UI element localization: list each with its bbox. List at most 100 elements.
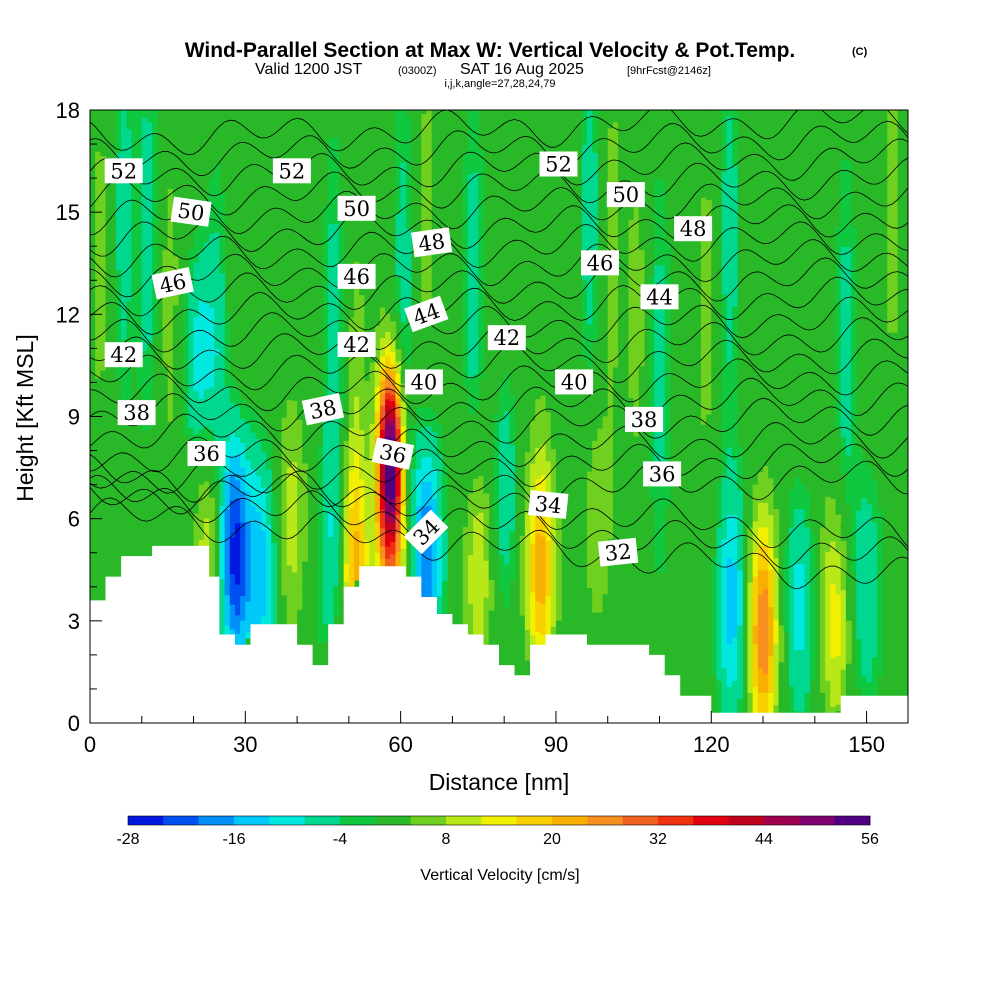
velocity-cell — [219, 401, 226, 408]
velocity-cell — [628, 250, 635, 258]
velocity-cell — [581, 512, 588, 519]
velocity-cell — [333, 487, 340, 494]
velocity-cell — [436, 478, 443, 486]
velocity-cell — [302, 370, 309, 378]
velocity-cell — [100, 327, 107, 334]
velocity-cell — [255, 444, 262, 452]
velocity-cell — [540, 474, 547, 482]
velocity-cell — [115, 140, 122, 148]
velocity-cell — [400, 468, 407, 476]
velocity-cell — [276, 438, 283, 446]
velocity-cell — [317, 575, 324, 582]
velocity-cell — [167, 127, 174, 134]
velocity-cell — [354, 297, 360, 305]
velocity-cell — [333, 278, 340, 286]
velocity-cell — [317, 452, 324, 460]
velocity-cell — [266, 554, 272, 562]
velocity-cell — [410, 505, 417, 512]
velocity-cell — [618, 336, 624, 343]
velocity-cell — [618, 256, 624, 264]
velocity-cell — [354, 512, 360, 520]
velocity-cell — [115, 195, 122, 203]
velocity-cell — [152, 329, 158, 337]
velocity-cell — [592, 311, 598, 319]
velocity-cell — [405, 259, 412, 266]
velocity-cell — [607, 274, 614, 282]
velocity-cell — [172, 396, 179, 404]
velocity-cell — [126, 330, 133, 338]
velocity-cell — [193, 409, 200, 416]
velocity-cell — [524, 561, 531, 569]
velocity-cell — [152, 218, 158, 226]
velocity-cell — [198, 416, 205, 424]
velocity-cell — [431, 578, 438, 586]
velocity-cell — [633, 350, 640, 357]
velocity-cell — [633, 172, 640, 180]
velocity-cell — [162, 378, 169, 386]
velocity-cell — [602, 581, 609, 589]
valid-time-utc: (0300Z) — [398, 65, 437, 77]
velocity-cell — [291, 547, 298, 554]
velocity-cell — [592, 287, 598, 294]
velocity-cell — [550, 479, 557, 486]
velocity-cell — [431, 590, 438, 598]
velocity-cell — [100, 370, 107, 377]
velocity-cell — [628, 311, 635, 319]
velocity-cell — [545, 393, 552, 401]
velocity-cell — [638, 206, 645, 214]
velocity-cell — [638, 463, 645, 471]
velocity-cell — [545, 460, 552, 468]
velocity-cell — [219, 431, 226, 439]
velocity-cell — [146, 213, 153, 221]
velocity-cell — [400, 198, 407, 206]
velocity-cell — [426, 125, 433, 133]
velocity-cell — [219, 487, 226, 494]
velocity-cell — [234, 639, 241, 646]
velocity-cell — [333, 168, 340, 175]
velocity-cell — [260, 567, 267, 574]
velocity-cell — [291, 571, 298, 579]
velocity-cell — [540, 578, 547, 586]
velocity-cell — [90, 385, 96, 393]
velocity-cell — [203, 401, 210, 409]
velocity-cell — [659, 216, 666, 223]
velocity-cell — [322, 218, 329, 226]
velocity-cell — [654, 362, 661, 370]
velocity-cell — [364, 472, 371, 480]
velocity-cell — [359, 490, 365, 498]
velocity-cell — [395, 250, 402, 258]
velocity-cell — [255, 517, 262, 525]
velocity-cell — [297, 400, 303, 408]
velocity-cell — [328, 266, 334, 274]
velocity-cell — [478, 610, 485, 618]
velocity-cell — [473, 300, 479, 308]
velocity-cell — [240, 620, 246, 627]
velocity-cell — [545, 571, 552, 578]
velocity-cell — [405, 277, 412, 285]
velocity-cell — [193, 396, 200, 404]
velocity-cell — [198, 410, 205, 418]
velocity-cell — [146, 225, 153, 233]
velocity-cell — [224, 429, 231, 436]
velocity-cell — [395, 526, 402, 534]
velocity-cell — [638, 255, 645, 263]
velocity-cell — [524, 445, 531, 453]
velocity-cell — [592, 323, 598, 331]
velocity-cell — [540, 627, 547, 635]
velocity-cell — [659, 240, 666, 248]
velocity-cell — [338, 572, 345, 580]
velocity-cell — [628, 397, 635, 405]
velocity-cell — [483, 462, 490, 469]
velocity-cell — [535, 570, 542, 577]
velocity-cell — [219, 205, 226, 212]
velocity-cell — [302, 450, 309, 458]
velocity-cell — [649, 374, 655, 381]
velocity-cell — [198, 330, 205, 338]
velocity-cell — [126, 373, 133, 381]
velocity-cell — [90, 238, 96, 246]
velocity-cell — [333, 554, 340, 562]
velocity-cell — [95, 169, 101, 177]
velocity-cell — [587, 520, 593, 527]
velocity-cell — [535, 386, 542, 393]
velocity-cell — [602, 483, 609, 490]
